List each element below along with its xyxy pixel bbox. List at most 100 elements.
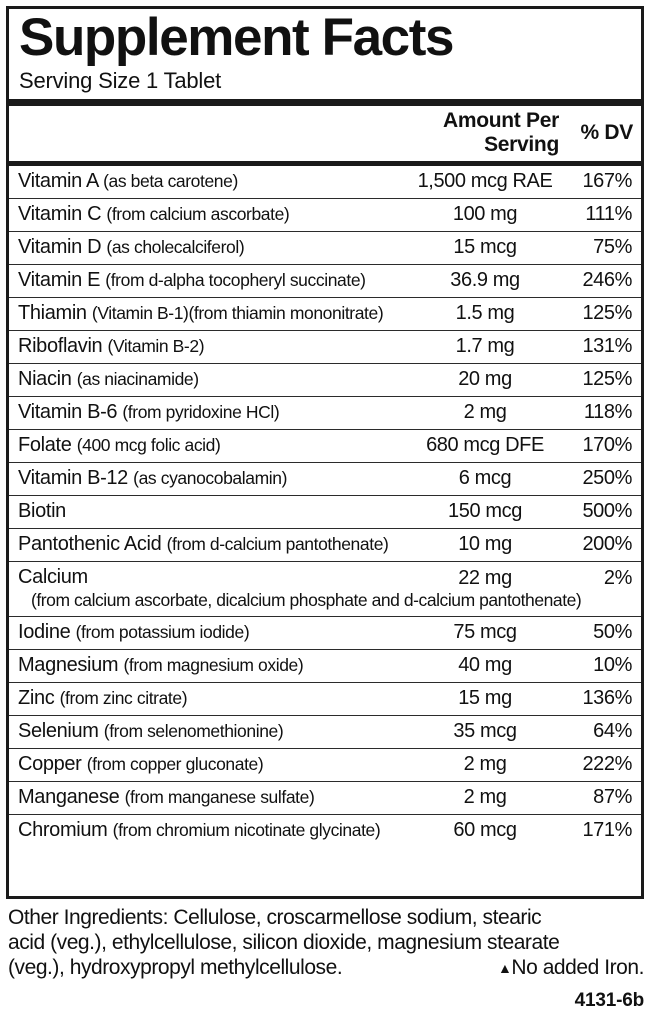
table-header-group: Amount Per Serving % DV [9, 106, 641, 161]
nutrient-percent-dv: 167% [582, 170, 632, 193]
nutrient-name: Magnesium [18, 654, 124, 677]
nutrient-name-cell: Selenium (from selenomethionine) [9, 715, 407, 749]
nutrient-source: (from zinc citrate) [59, 688, 188, 709]
table-row: Thiamin (Vitamin B-1)(from thiamin monon… [9, 297, 641, 331]
nutrient-name-cell: Riboflavin (Vitamin B-2) [9, 330, 407, 364]
nutrient-percent-dv: 246% [567, 264, 641, 298]
nutrient-name: Manganese [18, 786, 125, 809]
nutrient-source: (from selenomethionine) [103, 721, 284, 742]
column-header-nutrient [9, 106, 407, 161]
serving-size-text: Serving Size 1 Tablet [19, 68, 222, 94]
nutrient-amount: 2 mg [407, 748, 567, 782]
nutrient-amount: 75 mcg [407, 616, 567, 650]
nutrient-name-cell: Pantothenic Acid (from d-calcium pantoth… [9, 528, 407, 562]
nutrient-percent-dv: 136% [567, 682, 641, 716]
nutrient-percent-dv: 125% [567, 363, 641, 397]
nutrient-source: (from calcium ascorbate) [106, 204, 290, 225]
nutrient-percent-dv: 50% [567, 616, 641, 650]
nutrient-name-cell: Iodine (from potassium iodide) [9, 616, 407, 650]
nutrient-name: Niacin [18, 368, 77, 391]
other-ingredients-line-3: (veg.), hydroxypropyl methylcellulose. [8, 955, 343, 979]
nutrient-name: Vitamin A [18, 170, 104, 193]
nutrient-source: (Vitamin B-1)(from thiamin mononitrate) [91, 303, 384, 324]
nutrient-name-cell: Vitamin E (from d-alpha tocopheryl succi… [9, 264, 407, 298]
nutrient-percent-dv: 200% [567, 528, 641, 562]
nutrition-table: Amount Per Serving % DV [9, 106, 641, 161]
footer-block: Other Ingredients: Cellulose, croscarmel… [8, 906, 644, 1011]
nutrient-amount: 2 mg [407, 781, 567, 815]
nutrient-name-cell: Zinc (from zinc citrate) [9, 682, 407, 716]
nutrient-name: Folate [18, 434, 77, 457]
table-row: Vitamin B-6 (from pyridoxine HCl) 2 mg 118… [9, 396, 641, 430]
nutrient-name-cell: Niacin (as niacinamide) [9, 363, 407, 397]
nutrient-rows-table: Vitamin A (as beta carotene) 1,500 mcg RA… [9, 166, 641, 848]
nutrient-name: Riboflavin [18, 335, 108, 358]
table-row: Vitamin E (from d-alpha tocopheryl succi… [9, 264, 641, 298]
other-ingredients-line-2: acid (veg.), ethylcellulose, silicon dio… [8, 930, 560, 954]
nutrient-percent-dv: 118% [567, 396, 641, 430]
nutrient-source: (as beta carotene) [103, 171, 238, 192]
table-row: Folate (400 mcg folic acid) 680 mcg DFE 17… [9, 429, 641, 463]
nutrient-name: Biotin [18, 500, 66, 523]
nutrient-name: Vitamin B-12 [18, 467, 134, 490]
nutrient-name: Zinc [18, 687, 60, 710]
nutrient-amount: 60 mcg [407, 814, 567, 848]
nutrient-amount: 15 mg [407, 682, 567, 716]
nutrient-amount: 1.7 mg [407, 330, 567, 364]
nutrient-name: Calcium [18, 566, 88, 589]
nutrient-name: Vitamin B-6 [18, 401, 123, 424]
nutrient-name: Iodine [18, 621, 76, 644]
table-row: Vitamin A (as beta carotene) 1,500 mcg RA… [9, 166, 641, 199]
nutrient-rows-body: Vitamin A (as beta carotene) 1,500 mcg RA… [9, 166, 641, 848]
product-code: 4131-6b [574, 990, 645, 1011]
nutrient-name-cell: Biotin [9, 495, 407, 529]
nutrient-name-cell: Calcium (from calcium ascorbate, dicalciu… [9, 561, 582, 617]
nutrient-name: Vitamin C [18, 203, 107, 226]
nutrient-amount: 6 mcg [407, 462, 567, 496]
other-ingredients-line-1: Other Ingredients: Cellulose, croscarmel… [8, 906, 542, 929]
nutrient-name-cell: Vitamin D (as cholecalciferol) [9, 231, 407, 265]
table-row: Zinc (from zinc citrate) 15 mg 136% [9, 682, 641, 716]
nutrient-source: (from manganese sulfate) [124, 787, 315, 808]
nutrient-name-cell: Vitamin B-12 (as cyanocobalamin) [9, 462, 407, 496]
nutrient-source: (from chromium nicotinate glycinate) [112, 820, 381, 841]
nutrient-source: (400 mcg folic acid) [76, 435, 221, 456]
table-row: Vitamin B-12 (as cyanocobalamin) 6 mcg 250… [9, 462, 641, 496]
table-row: Biotin 150 mcg 500% [9, 495, 641, 529]
table-row: Chromium (from chromium nicotinate glyci… [9, 814, 641, 848]
nutrient-amount: 2 mg [407, 396, 567, 430]
other-ingredients-line-3-row: (veg.), hydroxypropyl methylcellulose. ▲… [8, 956, 644, 981]
nutrient-name: Chromium [18, 819, 113, 842]
table-row: Vitamin C (from calcium ascorbate) 100 mg… [9, 198, 641, 232]
other-ingredients-text: Other Ingredients: Cellulose, croscarmel… [8, 906, 644, 980]
nutrient-amount: 40 mg [407, 649, 567, 683]
nutrient-name: Selenium [18, 720, 104, 743]
table-row: Calcium (from calcium ascorbate, dicalciu… [9, 561, 641, 617]
table-row: Niacin (as niacinamide) 20 mg 125% [9, 363, 641, 397]
nutrient-percent-dv: 500% [567, 495, 641, 529]
nutrient-name-cell: Manganese (from manganese sulfate) [9, 781, 407, 815]
nutrient-amount: 22 mg [407, 561, 567, 617]
column-header-percent-dv: % DV [580, 121, 634, 145]
nutrient-percent-dv: 250% [567, 462, 641, 496]
nutrient-amount: 20 mg [407, 363, 567, 397]
table-row: Copper (from copper gluconate) 2 mg 222% [9, 748, 641, 782]
nutrient-name: Copper [18, 753, 87, 776]
nutrient-source: (from potassium iodide) [75, 622, 250, 643]
table-row: Riboflavin (Vitamin B-2) 1.7 mg 131% [9, 330, 641, 364]
nutrient-percent-dv: 222% [567, 748, 641, 782]
nutrient-amount: 36.9 mg [407, 264, 567, 298]
nutrient-amount: 1,500 mcg RAE [417, 170, 553, 193]
no-added-iron-text: No added Iron. [511, 955, 644, 979]
table-row: Selenium (from selenomethionine) 35 mcg 64… [9, 715, 641, 749]
table-row: Iodine (from potassium iodide) 75 mcg 50% [9, 616, 641, 650]
nutrient-name-cell: Vitamin C (from calcium ascorbate) [9, 198, 407, 232]
nutrient-source: (from copper gluconate) [86, 754, 264, 775]
column-header-amount-per-serving: Amount Per Serving [442, 109, 559, 157]
nutrient-percent-dv: 2% [567, 561, 641, 617]
nutrient-name: Thiamin [18, 302, 92, 325]
nutrient-percent-dv: 64% [567, 715, 641, 749]
nutrient-source: (from d-alpha tocopheryl succinate) [105, 270, 366, 291]
nutrient-amount: 10 mg [407, 528, 567, 562]
table-row: Magnesium (from magnesium oxide) 40 mg 10% [9, 649, 641, 683]
